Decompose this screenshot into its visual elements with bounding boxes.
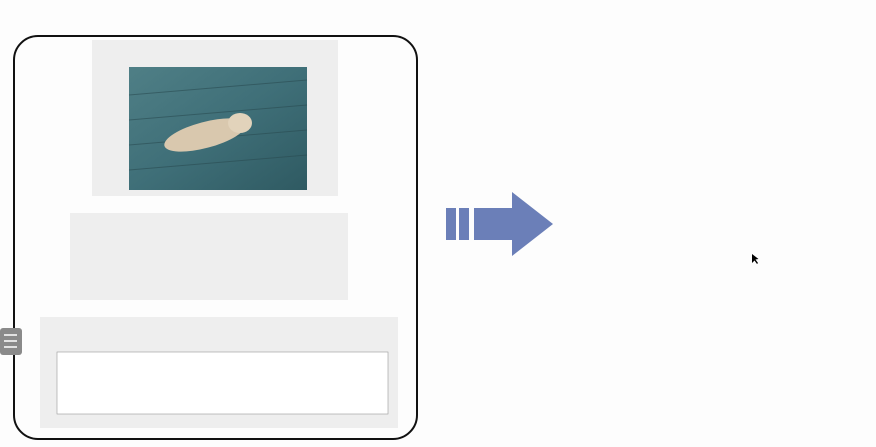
sound-panel	[70, 213, 348, 300]
menu-icon	[4, 334, 17, 348]
arrow-bar	[459, 208, 469, 240]
ecg-plot-area	[56, 351, 389, 415]
dog-head	[228, 113, 252, 133]
arrow-bar	[446, 208, 456, 240]
group-box	[13, 35, 418, 440]
arrow	[474, 192, 553, 256]
dog	[164, 118, 246, 152]
cursor	[752, 254, 759, 264]
